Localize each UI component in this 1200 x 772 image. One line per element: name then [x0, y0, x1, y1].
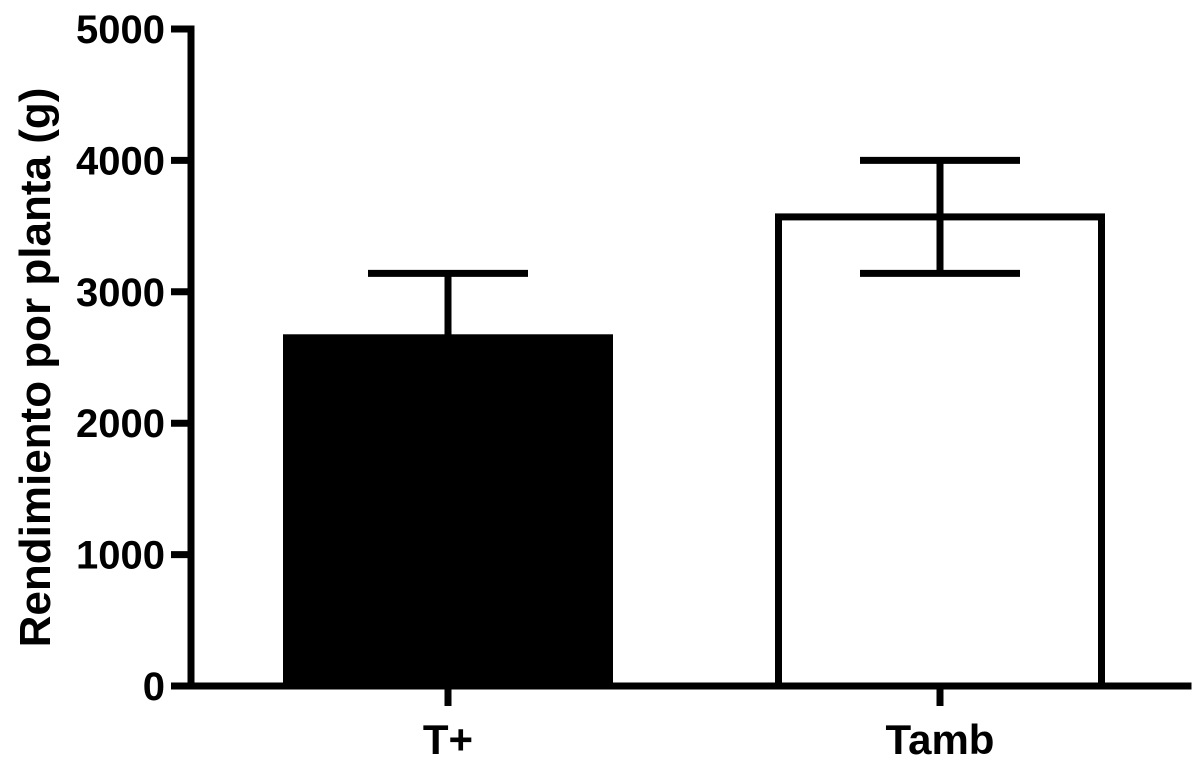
- y-ticks-layer: 0 1000 2000 3000 4000 5000: [76, 8, 191, 709]
- y-tick-label: 4000: [76, 139, 165, 183]
- bar-T+: [283, 334, 613, 690]
- bars-layer: [283, 213, 1105, 690]
- x-tick-label: Tamb: [886, 716, 995, 763]
- y-tick-label: 2000: [76, 402, 165, 446]
- bar-Tamb: [775, 213, 1105, 690]
- y-tick-label: 3000: [76, 271, 165, 315]
- x-ticks-layer: T+ Tamb: [423, 686, 995, 763]
- error-bars-layer: [368, 156, 1020, 338]
- x-tick-label: T+: [423, 716, 473, 763]
- y-tick-label: 5000: [76, 8, 165, 52]
- y-axis-label: Rendimiento por planta (g): [11, 88, 60, 648]
- y-tick-label: 0: [143, 665, 165, 709]
- axes-layer: [187, 25, 1192, 690]
- y-tick-label: 1000: [76, 534, 165, 578]
